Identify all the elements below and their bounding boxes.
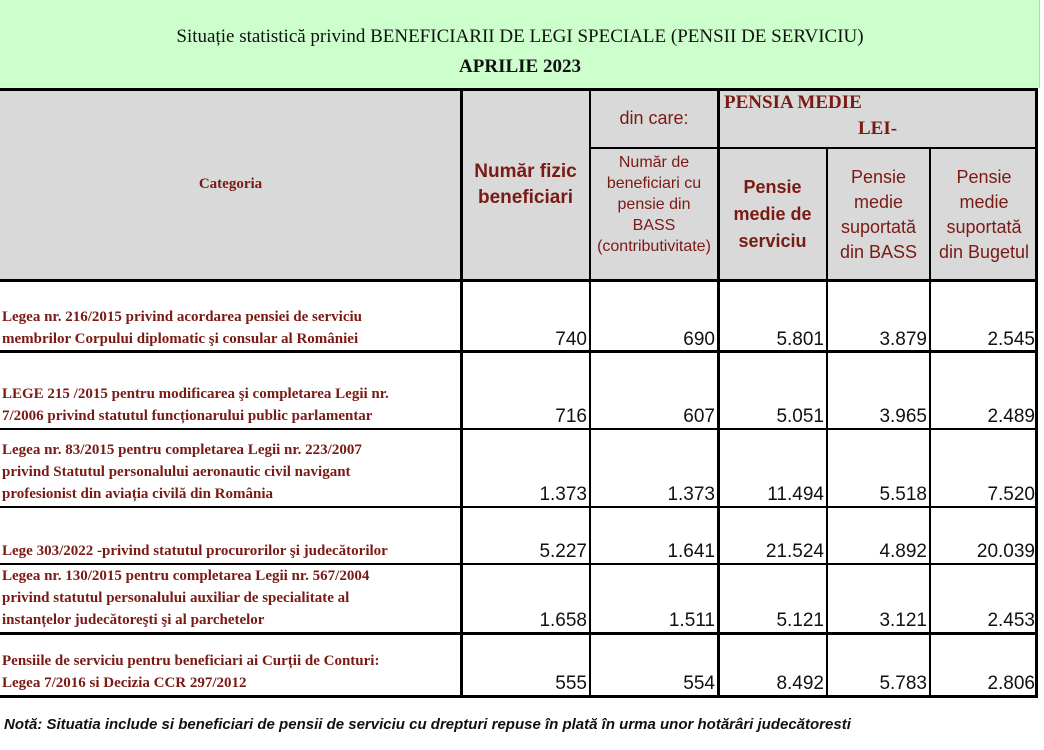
header-din-care: din care:: [590, 88, 718, 148]
grid-line: [0, 428, 1038, 430]
row-6-bass-count: 554: [683, 673, 715, 694]
row-5-category-line-3: instanțelor judecătoreşti şi al parchete…: [2, 612, 265, 628]
report-header: Situație statistică privind BENEFICIARII…: [0, 0, 1040, 88]
row-3-numar: 1.373: [539, 484, 587, 505]
row-5-pensie-buget: 2.453: [987, 610, 1035, 631]
row-1-category-line-1: Legea nr. 216/2015 privind acordarea pen…: [2, 309, 362, 325]
header-categoria-label: Categoria: [198, 176, 263, 192]
row-4-category: Lege 303/2022 -privind statutul procuror…: [0, 507, 461, 564]
row-3-category: Legea nr. 83/2015 pentru completarea Leg…: [0, 429, 461, 507]
row-5-category-line-2: privind statutul personalului auxiliar d…: [2, 590, 350, 606]
row-4-category-line-1: Lege 303/2022 -privind statutul procuror…: [2, 543, 388, 559]
row-2-category-line-2: 7/2006 privind statutul funcționarului p…: [2, 408, 373, 424]
row-1-bass-count: 690: [683, 329, 715, 350]
row-4-pensie-serviciu: 21.524: [765, 541, 824, 562]
row-6-pensie-bass: 5.783: [879, 673, 927, 694]
grid-line: [929, 148, 931, 698]
row-1-category: Legea nr. 216/2015 privind acordarea pen…: [0, 281, 461, 352]
row-1-category-line-2: membrilor Corpului diplomatic şi consula…: [2, 331, 359, 347]
header-numar-fizic-label: Număr fizic beneficiari: [474, 160, 577, 208]
row-2-pensie-buget: 2.489: [987, 406, 1035, 427]
row-2-pensie-serviciu: 5.051: [776, 406, 824, 427]
grid-line: [826, 148, 828, 698]
row-1-pensie-bass: 3.879: [879, 329, 927, 350]
row-5-category-line-1: Legea nr. 130/2015 pentru completarea Le…: [2, 568, 370, 584]
row-6-category-line-1: Pensiile de serviciu pentru beneficiari …: [2, 653, 380, 669]
header-lei-label: LEI-: [858, 118, 898, 139]
row-2-numar: 716: [555, 406, 587, 427]
grid-line: [0, 350, 1038, 353]
row-3-category-line-3: profesionist din aviația civilă din Româ…: [2, 486, 274, 502]
row-2-pensie-bass: 3.965: [879, 406, 927, 427]
grid-line: [0, 695, 1038, 698]
pension-table: Categoria Număr fizic beneficiari din ca…: [0, 88, 1044, 700]
row-4-bass-count: 1.641: [667, 541, 715, 562]
grid-line: [1035, 88, 1038, 698]
header-pensie-buget-label: Pensie medie suportată din Bugetul: [938, 166, 1030, 262]
header-pensia-medie-label: PENSIA MEDIE: [724, 92, 862, 113]
header-pensia-medie: PENSIA MEDIE LEI-: [718, 88, 1038, 148]
header-categoria: Categoria: [0, 88, 461, 281]
row-6-pensie-serviciu: 8.492: [776, 673, 824, 694]
grid-line: [0, 563, 1038, 565]
header-pensie-serviciu: Pensie medie de serviciu: [718, 148, 827, 281]
grid-line: [0, 506, 1038, 508]
header-pensie-buget: Pensie medie suportată din Bugetul: [930, 148, 1038, 281]
row-2-bass-count: 607: [683, 406, 715, 427]
header-numar-bass: Număr de beneficiari cu pensie din BASS …: [590, 148, 718, 281]
grid-line: [460, 88, 463, 698]
row-5-bass-count: 1.511: [668, 610, 715, 631]
report-title: Situație statistică privind BENEFICIARII…: [176, 26, 864, 47]
row-6-numar: 555: [555, 673, 587, 694]
header-din-care-label: din care:: [619, 107, 689, 128]
row-3-category-line-2: privind Statutul personalului aeronautic…: [2, 464, 351, 480]
grid-line: [717, 88, 720, 698]
footnote: Notă: Situatia include si beneficiari de…: [4, 716, 851, 733]
row-3-pensie-buget: 7.520: [987, 484, 1035, 505]
row-1-pensie-serviciu: 5.801: [776, 329, 824, 350]
row-6-category: Pensiile de serviciu pentru beneficiari …: [0, 633, 461, 696]
row-4-numar: 5.227: [539, 541, 587, 562]
row-1-numar: 740: [555, 329, 587, 350]
row-3-bass-count: 1.373: [667, 484, 715, 505]
row-3-pensie-bass: 5.518: [879, 484, 927, 505]
header-numar-bass-label: Număr de beneficiari cu pensie din BASS …: [597, 154, 711, 255]
grid-line: [590, 147, 1038, 149]
row-6-category-line-2: Legea 7/2016 si Decizia CCR 297/2012: [2, 675, 247, 691]
row-1-pensie-buget: 2.545: [987, 329, 1035, 350]
header-numar-fizic: Număr fizic beneficiari: [461, 88, 590, 281]
report-period: APRILIE 2023: [459, 56, 581, 77]
row-5-pensie-serviciu: 5.121: [776, 610, 824, 631]
row-3-category-line-1: Legea nr. 83/2015 pentru completarea Leg…: [2, 442, 362, 458]
row-5-category: Legea nr. 130/2015 pentru completarea Le…: [0, 564, 461, 633]
row-4-pensie-bass: 4.892: [879, 541, 927, 562]
grid-line: [0, 88, 1038, 91]
row-4-pensie-buget: 20.039: [976, 541, 1035, 562]
grid-line: [0, 279, 1038, 282]
row-5-pensie-bass: 3.121: [879, 610, 927, 631]
grid-line: [0, 632, 1038, 635]
row-6-pensie-buget: 2.806: [987, 673, 1035, 694]
header-pensie-serviciu-label: Pensie medie de serviciu: [733, 177, 812, 251]
header-pensie-bass-label: Pensie medie suportată din BASS: [839, 166, 918, 262]
row-5-numar: 1.658: [539, 610, 587, 631]
row-3-pensie-serviciu: 11.494: [767, 484, 824, 505]
header-pensie-bass: Pensie medie suportată din BASS: [827, 148, 930, 281]
row-2-category-line-1: LEGE 215 /2015 pentru modificarea şi com…: [2, 386, 389, 402]
grid-line: [589, 88, 591, 698]
row-2-category: LEGE 215 /2015 pentru modificarea şi com…: [0, 352, 461, 429]
